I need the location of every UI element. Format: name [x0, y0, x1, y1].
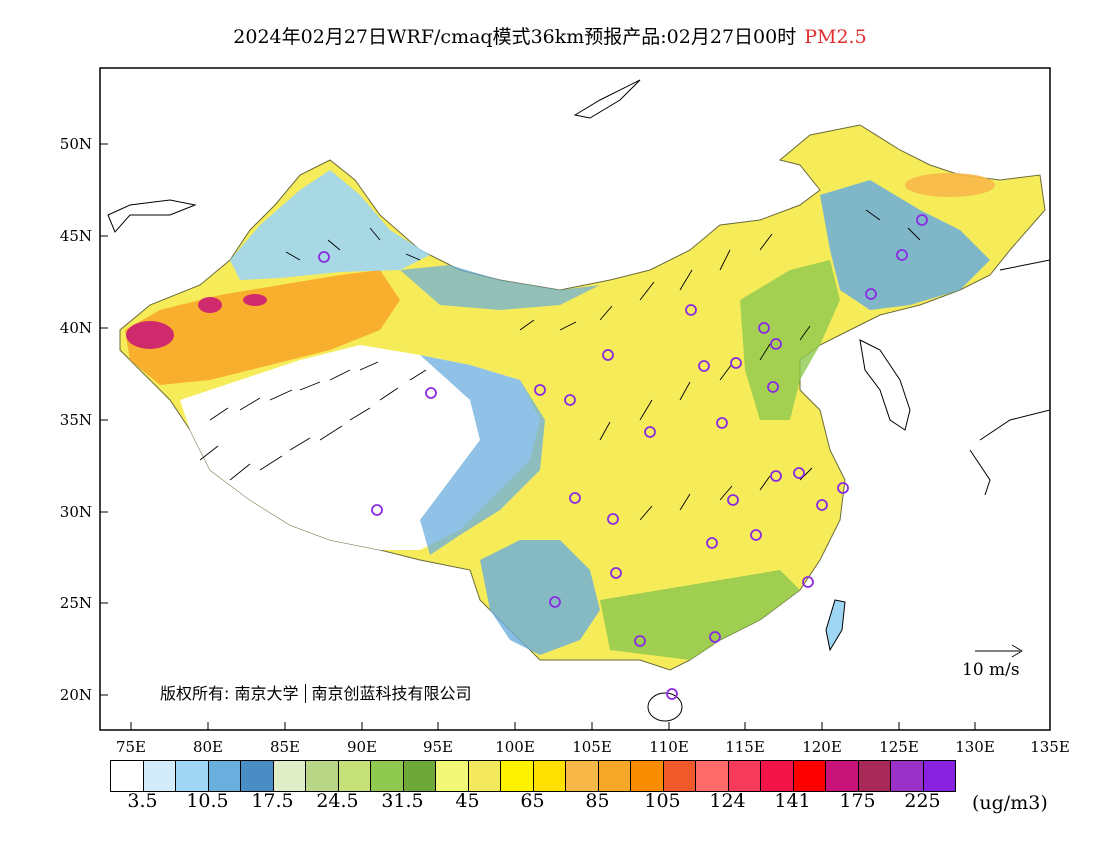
map-title: 2024年02月27日WRF/cmaq模式36km预报产品:02月27日00时 P… — [0, 22, 1100, 49]
colorbar-swatch — [468, 761, 501, 791]
colorbar-swatch — [793, 761, 826, 791]
colorbar-label: 10.5 — [186, 790, 229, 812]
south-green-region — [600, 570, 800, 660]
colorbar-swatch — [501, 761, 534, 791]
colorbar-label: 45 — [455, 790, 480, 812]
colorbar-label: 24.5 — [316, 790, 359, 812]
lat-tick-label: 20N — [60, 686, 92, 704]
southwest-region — [480, 540, 600, 655]
wind-scale-label: 10 m/s — [962, 660, 1020, 680]
colorbar-swatch — [241, 761, 274, 791]
lat-tick-label: 25N — [60, 594, 92, 612]
northeast-region — [820, 180, 990, 310]
colorbar-swatch — [891, 761, 924, 791]
colorbar-swatch — [566, 761, 599, 791]
colorbar-label: 85 — [585, 790, 610, 812]
colorbar-labels: 3.5 10.5 17.5 24.5 31.5 45 65 85 105 124 141 175 225 — [0, 790, 1100, 820]
colorbar-swatch — [273, 761, 306, 791]
colorbar-label: 65 — [520, 790, 545, 812]
colorbar-swatch — [761, 761, 794, 791]
colorbar-swatch — [826, 761, 859, 791]
colorbar-swatch — [208, 761, 241, 791]
colorbar-label: 225 — [904, 790, 941, 812]
colorbar — [110, 760, 956, 792]
colorbar-swatch — [858, 761, 891, 791]
colorbar-swatch — [436, 761, 469, 791]
east-green-region — [740, 260, 840, 420]
inner-mongolia-region — [400, 265, 600, 310]
colorbar-label: 175 — [839, 790, 876, 812]
copyright-label: 版权所有: — [160, 684, 230, 703]
lon-tick-label: 135E — [1030, 738, 1070, 756]
dzungaria-region — [230, 170, 430, 280]
lon-axis — [130, 722, 976, 730]
colorbar-label: 17.5 — [251, 790, 294, 812]
colorbar-swatch — [631, 761, 664, 791]
lat-axis — [100, 143, 108, 696]
map-frame — [99, 67, 1051, 731]
copyright-org2: 南京创蓝科技有限公司 — [311, 684, 472, 703]
colorbar-label: 124 — [709, 790, 746, 812]
colorbar-swatch — [338, 761, 371, 791]
colorbar-swatch — [598, 761, 631, 791]
colorbar-swatch — [176, 761, 209, 791]
colorbar-label: 31.5 — [381, 790, 424, 812]
lat-tick-label: 50N — [60, 135, 92, 153]
lon-tick-label: 115E — [725, 738, 765, 756]
title-main: 2024年02月27日WRF/cmaq模式36km预报产品:02月27日00时 — [233, 26, 797, 48]
title-species: PM2.5 — [804, 26, 867, 48]
colorbar-swatch — [111, 761, 144, 791]
copyright-org1: 南京大学 — [234, 684, 299, 703]
lon-tick-label: 130E — [955, 738, 995, 756]
colorbar-swatch — [728, 761, 761, 791]
city-markers — [318, 214, 928, 700]
colorbar-swatch — [533, 761, 566, 791]
colorbar-swatch — [696, 761, 729, 791]
lon-tick-label: 80E — [193, 738, 223, 756]
lon-tick-label: 90E — [347, 738, 377, 756]
lon-tick-label: 100E — [495, 738, 535, 756]
colorbar-label: 105 — [644, 790, 681, 812]
colorbar-label: 3.5 — [127, 790, 158, 812]
lat-tick-label: 35N — [60, 411, 92, 429]
colorbar-label: 141 — [774, 790, 811, 812]
lon-tick-label: 105E — [572, 738, 612, 756]
lon-tick-label: 75E — [116, 738, 146, 756]
colorbar-swatch — [403, 761, 436, 791]
copyright-note: 版权所有: 南京大学 南京创蓝科技有限公司 — [160, 680, 472, 704]
lon-tick-label: 125E — [879, 738, 919, 756]
tarim-region — [125, 270, 400, 385]
lon-tick-label: 120E — [802, 738, 842, 756]
colorbar-units: (ug/m3) — [972, 792, 1048, 814]
baikal-coast — [573, 79, 641, 119]
lon-tick-label: 110E — [649, 738, 689, 756]
colorbar-swatch — [306, 761, 339, 791]
japan-coast — [969, 259, 1050, 496]
kazakh-coast — [107, 199, 197, 233]
colorbar-swatch — [371, 761, 404, 791]
lon-tick-label: 85E — [270, 738, 300, 756]
colorbar-swatch — [923, 761, 956, 791]
lon-tick-label: 95E — [423, 738, 453, 756]
hainan-island — [647, 692, 683, 722]
tibet-blue-edge — [420, 355, 545, 555]
wind-vectors — [199, 209, 1023, 658]
korea-coast — [859, 339, 911, 431]
lat-tick-label: 30N — [60, 503, 92, 521]
taiwan-island — [825, 599, 846, 652]
lat-tick-label: 40N — [60, 319, 92, 337]
map-canvas: 50N 45N 40N 35N 30N 25N 20N 75E 80E 85E … — [60, 67, 1070, 756]
lat-tick-label: 45N — [60, 227, 92, 245]
colorbar-swatch — [143, 761, 176, 791]
colorbar-swatch — [663, 761, 696, 791]
